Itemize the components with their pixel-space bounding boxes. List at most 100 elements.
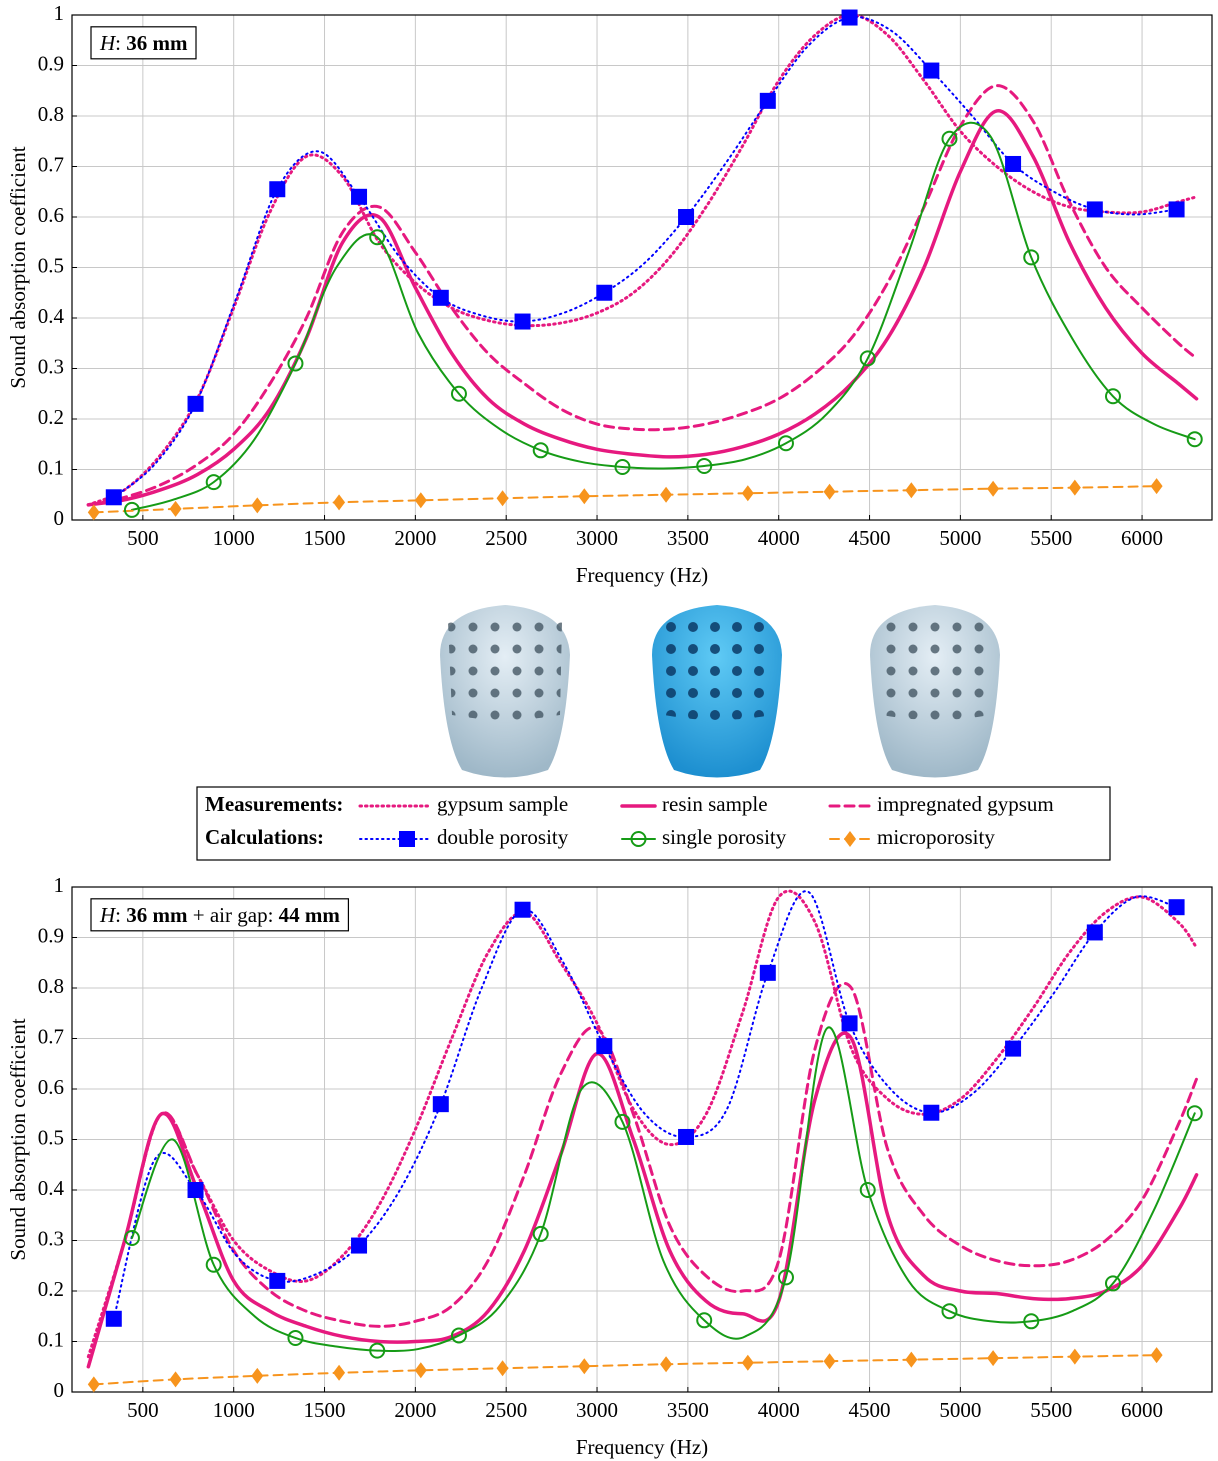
marker <box>1023 1313 1040 1330</box>
marker <box>941 1303 958 1320</box>
y-tick-label: 0.2 <box>38 1277 64 1301</box>
x-tick-label: 1000 <box>213 1398 255 1422</box>
marker <box>1023 249 1040 266</box>
annotation-part: : <box>115 31 126 55</box>
series-line <box>92 485 1158 514</box>
marker <box>123 501 140 518</box>
x-tick-label: 5500 <box>1030 526 1072 550</box>
marker <box>169 500 182 517</box>
plot-frame <box>71 886 1213 1393</box>
y-axis-label: Sound absorption coefficient <box>6 1018 30 1260</box>
marker <box>578 1358 591 1375</box>
series-line <box>86 889 1199 1359</box>
marker <box>432 289 449 306</box>
legend-group-label: Measurements: <box>205 792 343 816</box>
marker <box>269 1272 286 1289</box>
plot-frame <box>71 14 1213 521</box>
x-tick-label: 3500 <box>667 526 709 550</box>
marker <box>105 1310 122 1327</box>
marker <box>169 1371 182 1388</box>
marker <box>1150 1347 1163 1364</box>
y-tick-label: 0.5 <box>38 253 64 277</box>
x-tick-label: 4500 <box>849 526 891 550</box>
chart: 500 1000 1500 2000 2500 3000 3500 4000 4500 5000 5… <box>6 1 1213 587</box>
y-tick-label: 1 <box>54 1 65 25</box>
annotation-part: 36 mm <box>126 31 188 55</box>
series-line <box>130 1026 1196 1352</box>
legend-label: impregnated gypsum <box>877 792 1054 816</box>
legend-label: gypsum sample <box>437 792 568 816</box>
marker <box>923 1104 940 1121</box>
annotation-box <box>90 898 350 932</box>
marker <box>823 1353 836 1370</box>
x-axis-label: Frequency (Hz) <box>576 1435 708 1459</box>
x-tick-label: 5000 <box>939 1398 981 1422</box>
marker <box>596 1038 613 1055</box>
y-tick-label: 0.3 <box>38 354 64 378</box>
y-axis-label: Sound absorption coefficient <box>6 146 30 388</box>
marker <box>369 229 386 246</box>
marker <box>351 188 368 205</box>
x-tick-label: 4500 <box>849 1398 891 1422</box>
marker <box>369 1342 386 1359</box>
plot-area <box>86 13 1199 514</box>
marker <box>205 474 222 491</box>
annotation-box <box>90 26 197 60</box>
legend-box <box>196 786 1111 861</box>
marker <box>287 355 304 372</box>
x-tick-label: 2000 <box>394 1398 436 1422</box>
x-tick-label: 1500 <box>304 526 346 550</box>
marker <box>1104 1275 1121 1292</box>
marker <box>1086 201 1103 218</box>
series-line <box>86 13 1199 507</box>
legend-marker <box>844 831 856 847</box>
marker <box>1068 1348 1081 1365</box>
marker <box>905 1351 918 1368</box>
marker <box>1186 1105 1203 1122</box>
annotation: H: 36 mm <box>99 31 188 55</box>
marker <box>351 1237 368 1254</box>
annotation-part: 44 mm <box>279 903 341 927</box>
marker <box>287 1329 304 1346</box>
sample-holes <box>660 617 774 720</box>
marker <box>496 490 509 507</box>
marker <box>450 1327 467 1344</box>
x-tick-label: 3000 <box>576 1398 618 1422</box>
x-tick-label: 6000 <box>1121 526 1163 550</box>
marker <box>841 9 858 26</box>
marker <box>1168 899 1185 916</box>
y-tick-label: 0.8 <box>38 102 64 126</box>
marker <box>1005 155 1022 172</box>
x-tick-label: 3500 <box>667 1398 709 1422</box>
y-tick-label: 0.1 <box>38 455 64 479</box>
legend-label: single porosity <box>662 825 787 849</box>
marker <box>514 313 531 330</box>
x-tick-label: 4000 <box>758 526 800 550</box>
marker <box>205 1256 222 1273</box>
y-tick-label: 0.2 <box>38 405 64 429</box>
marker <box>187 395 204 412</box>
marker <box>1150 478 1163 495</box>
marker <box>678 209 695 225</box>
marker <box>596 284 613 301</box>
marker <box>1186 431 1203 448</box>
x-tick-label: 5500 <box>1030 1398 1072 1422</box>
sample-photos <box>440 605 1000 778</box>
sample-holes <box>448 617 562 720</box>
marker <box>859 1182 876 1198</box>
marker <box>87 1376 100 1393</box>
annotation: H: 36 mm + air gap: 44 mm <box>99 903 340 927</box>
annotation-part: H <box>99 31 117 55</box>
x-tick-label: 1500 <box>304 1398 346 1422</box>
marker <box>432 1096 449 1113</box>
y-tick-label: 0.4 <box>38 304 65 328</box>
marker <box>1086 924 1103 941</box>
series-line <box>86 982 1199 1369</box>
y-tick-label: 0.8 <box>38 974 64 998</box>
y-tick-label: 0.9 <box>38 923 64 947</box>
marker <box>660 486 673 503</box>
x-tick-label: 500 <box>127 1398 159 1422</box>
series-line <box>86 1031 1199 1369</box>
marker <box>333 1364 346 1381</box>
marker <box>414 492 427 509</box>
